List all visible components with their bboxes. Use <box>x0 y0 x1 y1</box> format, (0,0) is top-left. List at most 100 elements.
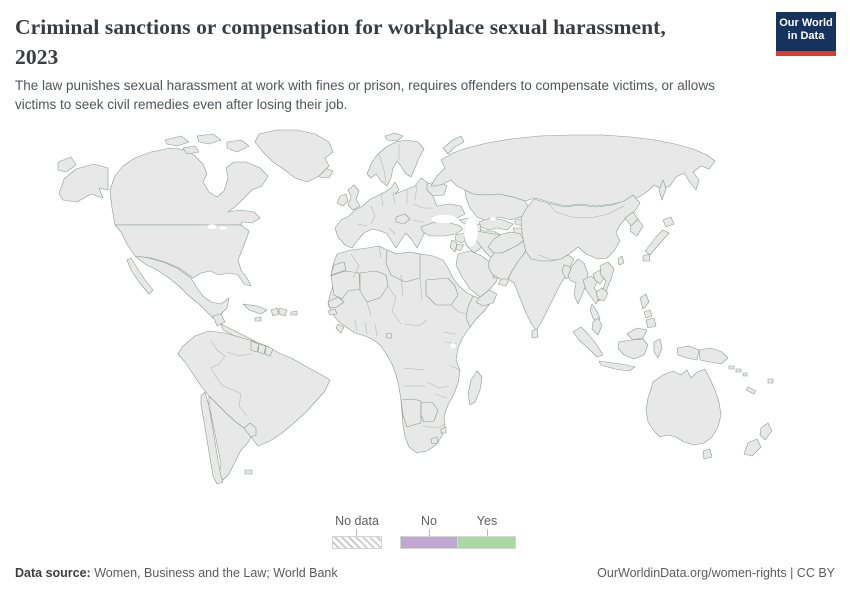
country-canada-arctic-1[interactable] <box>164 135 190 147</box>
country-fiji[interactable] <box>767 378 774 384</box>
country-australia-tasmania[interactable] <box>702 448 713 460</box>
country-haiti[interactable] <box>270 307 280 317</box>
country-falkland-islands[interactable] <box>244 469 253 475</box>
country-french-guiana[interactable] <box>264 345 274 357</box>
country-canada-arctic-2[interactable] <box>196 133 222 145</box>
country-puerto-rico[interactable] <box>290 310 298 316</box>
country-south-korea[interactable] <box>629 218 644 237</box>
chart-footer: Data source: Women, Business and the Law… <box>15 566 835 580</box>
country-solomon-islands-3[interactable] <box>742 372 748 377</box>
country-eswatini[interactable] <box>440 426 447 434</box>
country-sudan[interactable] <box>425 277 459 306</box>
country-scandinavia[interactable] <box>366 139 425 187</box>
country-sri-lanka[interactable] <box>531 328 539 339</box>
country-western-sahara[interactable] <box>330 261 347 276</box>
country-south-america-mainland[interactable] <box>177 330 331 447</box>
country-papua-new-guinea[interactable] <box>698 347 729 365</box>
country-canada-arctic-3[interactable] <box>226 139 250 153</box>
country-jordan[interactable] <box>455 243 465 252</box>
country-russia-sakhalin[interactable] <box>658 179 667 201</box>
country-indonesia-sumatra[interactable] <box>572 326 604 358</box>
country-new-zealand-south[interactable] <box>743 438 762 457</box>
country-new-caledonia[interactable] <box>745 386 757 395</box>
country-guinea-bissau[interactable] <box>327 308 338 316</box>
country-mexico-baja[interactable] <box>126 257 154 295</box>
country-indonesia-java[interactable] <box>598 360 636 372</box>
country-myanmar[interactable] <box>567 258 589 305</box>
country-new-zealand-north[interactable] <box>759 422 773 441</box>
title-line1: Criminal sanctions or compensation for w… <box>15 15 666 39</box>
country-philippines-visayas[interactable] <box>643 309 653 319</box>
country-borders-africa <box>350 245 468 429</box>
country-suriname[interactable] <box>257 343 267 355</box>
legend-no-tick <box>429 529 430 536</box>
country-united-kingdom[interactable] <box>347 184 361 211</box>
country-equatorial-guinea[interactable] <box>385 332 393 339</box>
country-russia-wrap[interactable] <box>57 156 77 173</box>
country-indonesia-papua[interactable] <box>676 345 700 361</box>
owid-link[interactable]: OurWorldinData.org/women-rights | CC BY <box>597 566 835 580</box>
country-canada[interactable] <box>109 147 269 226</box>
country-guyana[interactable] <box>250 340 260 353</box>
country-malaysia-borneo[interactable] <box>626 327 648 341</box>
country-philippines-luzon[interactable] <box>639 293 650 310</box>
country-taiwan[interactable] <box>617 255 625 266</box>
country-hungary[interactable] <box>395 213 411 225</box>
data-source-label: Data source: <box>15 566 91 580</box>
country-cambodia[interactable] <box>595 287 609 302</box>
subtitle-line1: The law punishes sexual harassment at wo… <box>15 78 715 93</box>
legend-no-data-label[interactable]: No data <box>335 514 379 528</box>
country-yemen[interactable] <box>475 289 498 307</box>
legend-no-swatch[interactable] <box>400 536 458 549</box>
country-jamaica[interactable] <box>254 316 262 322</box>
country-philippines-mindanao[interactable] <box>645 317 657 329</box>
country-cuba[interactable] <box>242 303 268 315</box>
country-mexico[interactable] <box>134 255 230 319</box>
legend-yes-label[interactable]: Yes <box>476 514 498 528</box>
legend-no-data-tick <box>356 529 357 536</box>
country-botswana[interactable] <box>420 401 439 423</box>
country-japan-honshu[interactable] <box>644 229 670 256</box>
owid-logo[interactable]: Our World in Data <box>776 12 836 56</box>
title-line2: 2023 <box>15 45 59 69</box>
legend-no-label[interactable]: No <box>421 514 437 528</box>
country-japan-hokkaido[interactable] <box>662 216 675 228</box>
country-japan-kyushu[interactable] <box>642 253 651 262</box>
country-indonesia-kalimantan[interactable] <box>617 338 649 360</box>
country-ireland[interactable] <box>336 193 349 207</box>
country-australia[interactable] <box>645 368 722 446</box>
country-svalbard[interactable] <box>384 132 404 142</box>
nepal-border <box>538 254 558 261</box>
country-solomon-islands-1[interactable] <box>728 365 735 370</box>
country-united-states-alaska[interactable] <box>58 163 109 203</box>
country-argentina[interactable] <box>208 395 252 481</box>
legend-yes-swatch[interactable] <box>458 536 516 549</box>
country-mauritania[interactable] <box>330 270 361 300</box>
logo-line2: in Data <box>787 30 825 42</box>
country-russia-novaya-zemlya[interactable] <box>442 135 465 155</box>
legend-no-data-swatch[interactable] <box>332 536 382 549</box>
country-guatemala[interactable] <box>212 313 226 327</box>
country-indonesia-sulawesi[interactable] <box>653 338 663 359</box>
subtitle-line2: victims to seek civil remedies even afte… <box>15 97 348 112</box>
country-senegal[interactable] <box>327 296 345 309</box>
country-china[interactable] <box>520 194 641 262</box>
country-borders-south-america <box>210 339 252 417</box>
country-uruguay[interactable] <box>243 422 257 438</box>
country-borders-europe <box>356 144 442 235</box>
country-solomon-islands-2[interactable] <box>735 368 742 373</box>
world-map <box>57 129 774 485</box>
country-malaysia-peninsula[interactable] <box>591 317 603 336</box>
country-liberia[interactable] <box>335 323 345 334</box>
country-mali[interactable] <box>359 270 389 303</box>
country-canada-arctic-4[interactable] <box>182 145 200 155</box>
country-madagascar[interactable] <box>467 370 483 406</box>
country-chile[interactable] <box>200 391 224 485</box>
country-dominican-republic[interactable] <box>278 307 288 317</box>
country-israel[interactable] <box>449 239 458 253</box>
lakes <box>206 214 497 350</box>
country-namibia[interactable] <box>400 398 422 428</box>
country-lesotho[interactable] <box>430 436 439 445</box>
country-greenland[interactable] <box>254 129 334 183</box>
